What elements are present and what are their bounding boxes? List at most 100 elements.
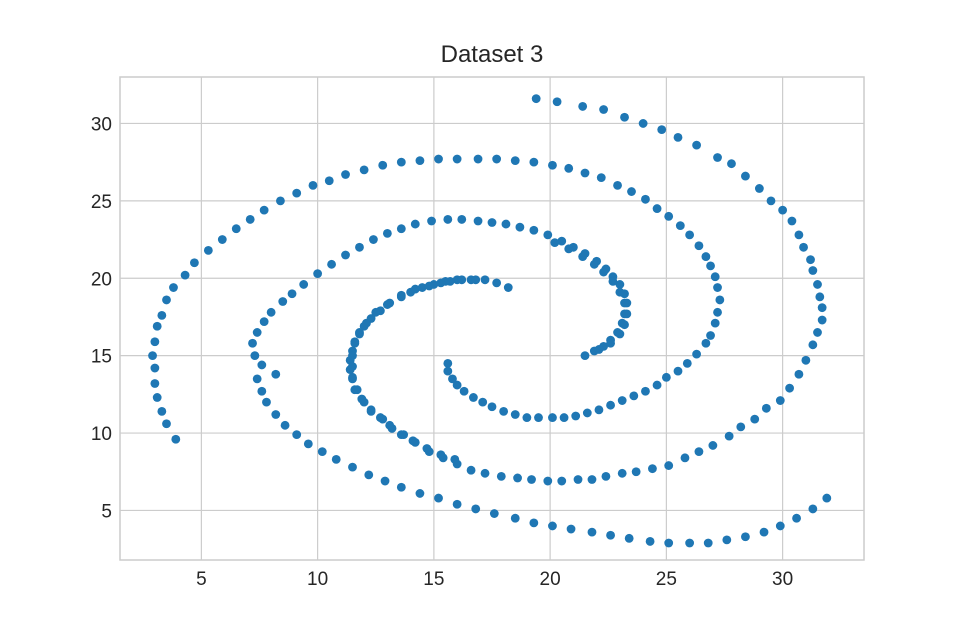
data-point — [180, 270, 190, 280]
data-point — [664, 211, 674, 221]
data-point — [641, 386, 650, 396]
data-point — [415, 489, 425, 498]
data-point — [582, 408, 592, 418]
data-point — [527, 475, 536, 484]
data-point — [692, 349, 701, 359]
data-point — [657, 125, 667, 135]
data-point — [348, 351, 357, 361]
data-point — [589, 259, 599, 269]
data-point — [217, 235, 227, 244]
data-point — [673, 132, 683, 142]
data-point — [190, 258, 199, 268]
data-point — [341, 250, 350, 260]
data-point — [808, 266, 818, 275]
data-point — [587, 475, 597, 484]
data-point — [817, 303, 827, 313]
data-point — [761, 403, 771, 413]
data-point — [722, 535, 732, 545]
data-point — [601, 472, 611, 481]
data-point — [617, 396, 627, 405]
data-point — [594, 345, 604, 354]
data-point — [596, 173, 606, 183]
data-point — [571, 411, 581, 421]
data-point — [741, 171, 750, 181]
data-point — [794, 230, 804, 240]
data-point — [580, 168, 590, 178]
data-point — [369, 235, 378, 244]
data-point — [313, 269, 323, 279]
data-point — [510, 410, 520, 419]
data-point — [548, 413, 557, 422]
data-point — [317, 447, 327, 457]
data-point — [573, 475, 583, 484]
data-point — [557, 476, 567, 486]
data-point — [380, 476, 390, 486]
data-point — [257, 386, 267, 396]
data-point — [548, 521, 557, 531]
data-point — [150, 337, 160, 347]
data-point — [150, 363, 160, 373]
data-point — [452, 380, 462, 390]
data-point — [564, 163, 574, 173]
data-point — [278, 297, 288, 306]
data-point — [471, 275, 481, 285]
data-point — [362, 318, 371, 328]
x-tick-label: 10 — [307, 569, 328, 590]
data-point — [364, 470, 374, 480]
data-point — [706, 331, 715, 340]
data-point — [487, 218, 497, 227]
data-point — [645, 537, 655, 546]
chart-title: Dataset 3 — [441, 41, 544, 68]
data-point — [276, 196, 285, 206]
data-point — [736, 422, 746, 432]
data-point — [410, 219, 420, 229]
data-point — [292, 188, 302, 198]
data-point — [808, 504, 818, 514]
data-point — [348, 362, 357, 371]
data-point — [162, 419, 171, 429]
data-point — [557, 236, 567, 246]
data-point — [448, 374, 457, 384]
data-points — [148, 94, 832, 548]
data-point — [378, 160, 388, 170]
data-point — [534, 413, 543, 422]
data-point — [396, 430, 406, 440]
data-point — [710, 272, 720, 282]
data-point — [578, 252, 588, 261]
data-point — [641, 194, 650, 204]
data-point — [813, 328, 822, 337]
data-point — [459, 386, 469, 396]
data-point — [515, 222, 525, 232]
data-point — [578, 102, 588, 111]
data-point — [775, 521, 785, 531]
data-point — [801, 355, 811, 365]
data-point — [631, 467, 641, 477]
data-point — [713, 153, 722, 162]
data-point — [599, 105, 608, 114]
data-point — [664, 538, 674, 548]
data-point — [457, 215, 467, 224]
data-point — [424, 281, 434, 291]
data-point — [599, 267, 608, 277]
x-tick-label: 15 — [423, 569, 444, 590]
data-point — [759, 527, 769, 537]
data-point — [359, 165, 369, 175]
data-point — [741, 532, 750, 542]
data-point — [266, 307, 276, 317]
data-point — [492, 154, 502, 164]
data-point — [708, 441, 718, 450]
data-point — [813, 280, 822, 289]
data-point — [799, 242, 808, 252]
data-point — [427, 216, 436, 226]
data-point — [471, 504, 481, 514]
data-point — [503, 283, 513, 292]
data-point — [171, 434, 181, 444]
data-point — [292, 430, 302, 440]
data-point — [543, 476, 553, 486]
data-point — [608, 276, 618, 286]
x-tick-label: 5 — [196, 569, 207, 590]
data-point — [713, 283, 722, 292]
data-point — [652, 204, 662, 213]
data-point — [348, 462, 357, 472]
data-point — [252, 328, 262, 337]
